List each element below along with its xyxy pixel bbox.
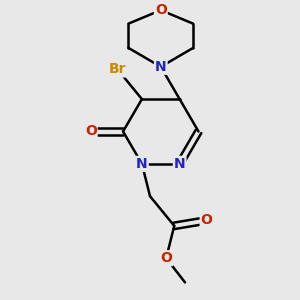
Text: O: O (155, 3, 167, 17)
Text: O: O (160, 251, 172, 265)
Text: O: O (85, 124, 97, 139)
Text: N: N (174, 157, 185, 171)
Text: O: O (201, 213, 212, 227)
Text: N: N (136, 157, 148, 171)
Text: Br: Br (109, 62, 126, 76)
Text: N: N (155, 60, 166, 74)
